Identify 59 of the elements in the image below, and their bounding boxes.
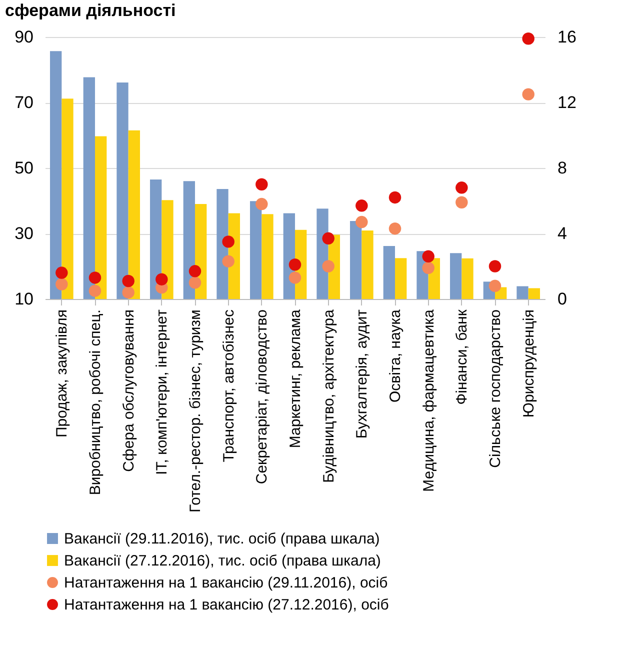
point bbox=[288, 258, 302, 271]
x-tick-label: ІТ, комп'ютери, інтернет bbox=[154, 309, 171, 475]
point bbox=[122, 274, 134, 288]
point bbox=[388, 191, 402, 204]
x-tick-label: Виробництво, робочі спец. bbox=[87, 310, 104, 496]
point bbox=[522, 88, 534, 100]
point bbox=[356, 200, 368, 212]
chart-title: сферами діяльності bbox=[5, 1, 176, 20]
legend-label: Натантаження на 1 вакансію (27.12.2016), осіб bbox=[64, 596, 389, 614]
point bbox=[288, 272, 302, 284]
point bbox=[422, 250, 434, 263]
x-tick-label: Фінанси, банк bbox=[454, 309, 471, 405]
y-tick-label: 50 bbox=[14, 158, 34, 178]
point bbox=[56, 278, 68, 290]
point bbox=[422, 262, 434, 274]
point bbox=[456, 196, 468, 208]
x-tick-label: Сільське господарство bbox=[487, 310, 504, 468]
point bbox=[156, 273, 168, 286]
legend-label: Натантаження на 1 вакансію (29.11.2016), осіб bbox=[64, 574, 388, 592]
y-tick-label: 10 bbox=[14, 290, 34, 308]
point bbox=[122, 286, 134, 299]
y-tick-label: 30 bbox=[14, 224, 34, 243]
point bbox=[256, 178, 268, 190]
legend-label: Вакансії (27.12.2016), тис. осіб (права шкала) bbox=[64, 552, 381, 570]
legend-label: Вакансії (29.11.2016), тис. осіб (права шкала) bbox=[64, 530, 380, 548]
x-tick-label: Готел.-рестор. бізнес, туризм bbox=[187, 310, 204, 513]
point bbox=[356, 216, 368, 228]
point bbox=[456, 182, 468, 194]
x-tick-label: Юриспруденція bbox=[520, 310, 538, 418]
point bbox=[56, 266, 68, 279]
x-tick-label: Бухгалтерія, аудит bbox=[354, 309, 371, 439]
point bbox=[322, 232, 334, 245]
x-tick-label: Секретаріат, діловодство bbox=[254, 310, 271, 484]
x-tick-label: Маркетинг, реклама bbox=[287, 308, 304, 448]
point bbox=[88, 272, 102, 284]
point bbox=[222, 255, 234, 268]
point bbox=[188, 265, 202, 278]
x-tick-label: Транспорт, автобізнес bbox=[220, 309, 238, 462]
point bbox=[88, 284, 102, 297]
x-tick-label: Сфера обслуговування bbox=[120, 310, 138, 472]
x-tick-label: Будівництво, архітектура bbox=[320, 308, 338, 483]
y-tick-label: 70 bbox=[14, 93, 34, 112]
point bbox=[488, 260, 502, 272]
y2-tick-label: 16 bbox=[558, 28, 576, 46]
y2-tick-label: 0 bbox=[558, 290, 567, 308]
x-tick-label: Медицина, фармацевтика bbox=[420, 308, 438, 492]
point bbox=[522, 32, 534, 45]
point bbox=[488, 280, 502, 292]
y2-tick-label: 12 bbox=[558, 93, 576, 112]
y2-tick-label: 4 bbox=[558, 224, 567, 243]
x-tick-label: Освіта, наука bbox=[387, 308, 404, 403]
point bbox=[388, 222, 402, 235]
y-tick-label: 90 bbox=[14, 28, 34, 46]
point bbox=[188, 276, 202, 289]
x-tick-label: Продаж, закупівля bbox=[54, 310, 71, 438]
point bbox=[322, 260, 334, 272]
y2-tick-label: 8 bbox=[558, 158, 567, 178]
point bbox=[222, 236, 234, 248]
point bbox=[256, 198, 268, 210]
